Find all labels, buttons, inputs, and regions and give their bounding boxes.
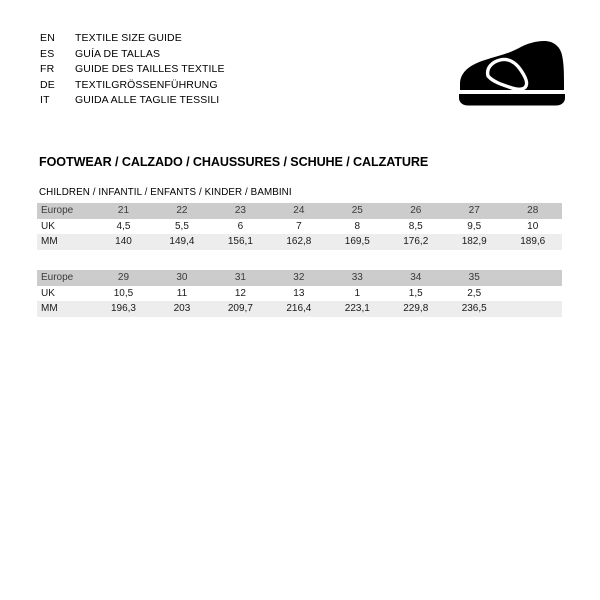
table-row: MM 196,3 203 209,7 216,4 223,1 229,8 236…	[37, 301, 562, 317]
table-cell: 189,6	[503, 234, 562, 250]
table-cell: 35	[444, 270, 504, 286]
table-cell: 27	[444, 203, 504, 219]
table-cell: 23	[211, 203, 270, 219]
size-table-children-small: Europe 21 22 23 24 25 26 27 28 UK 4,5 5,…	[37, 203, 562, 250]
table-cell: 156,1	[211, 234, 270, 250]
table-cell: 21	[94, 203, 153, 219]
language-row-de: DE TEXTILGRÖSSENFÜHRUNG	[40, 78, 370, 94]
size-table-children-large: Europe 29 30 31 32 33 34 35 UK 10,5 11 1…	[37, 270, 562, 317]
table-cell: 8,5	[386, 218, 445, 234]
language-text-de: TEXTILGRÖSSENFÜHRUNG	[75, 78, 218, 91]
table-row: UK 10,5 11 12 13 1 1,5 2,5	[37, 285, 562, 301]
table-cell: 6	[211, 218, 270, 234]
table-cell: 203	[152, 301, 212, 317]
row-label-mm: MM	[37, 234, 95, 250]
table-cell: 11	[152, 285, 212, 301]
table-cell: 140	[94, 234, 153, 250]
table-cell: 30	[152, 270, 212, 286]
table-row: MM 140 149,4 156,1 162,8 169,5 176,2 182…	[37, 234, 562, 250]
shoe-icon	[452, 38, 572, 110]
table-cell-empty	[503, 285, 562, 301]
table-cell: 1,5	[386, 285, 445, 301]
language-code-it: IT	[40, 94, 50, 106]
table-cell: 22	[152, 203, 212, 219]
table-cell: 32	[269, 270, 329, 286]
section-subtitle: CHILDREN / INFANTIL / ENFANTS / KINDER /…	[39, 187, 292, 198]
table-cell: 28	[503, 203, 562, 219]
row-label-mm: MM	[37, 301, 95, 317]
row-label-uk: UK	[37, 285, 95, 301]
table-row: Europe 21 22 23 24 25 26 27 28	[37, 203, 562, 219]
table-cell: 209,7	[211, 301, 270, 317]
language-code-es: ES	[40, 47, 55, 60]
language-code-fr: FR	[40, 63, 55, 75]
table-cell-empty	[503, 301, 562, 317]
table-cell: 13	[269, 285, 329, 301]
table-cell: 12	[211, 285, 270, 301]
table-cell: 10,5	[94, 285, 153, 301]
table-cell: 8	[328, 218, 387, 234]
language-legend: EN TEXTILE SIZE GUIDE ES GUÍA DE TALLAS …	[40, 31, 370, 109]
table-cell: 176,2	[386, 234, 445, 250]
table-cell: 9,5	[444, 218, 504, 234]
table-cell: 5,5	[152, 218, 212, 234]
table-cell: 2,5	[444, 285, 504, 301]
language-text-it: GUIDA ALLE TAGLIE TESSILI	[75, 94, 220, 106]
table-cell: 33	[328, 270, 387, 286]
table-row: Europe 29 30 31 32 33 34 35	[37, 270, 562, 286]
table-cell: 223,1	[328, 301, 387, 317]
row-label-europe: Europe	[37, 270, 95, 286]
page-title: FOOTWEAR / CALZADO / CHAUSSURES / SCHUHE…	[39, 155, 429, 169]
table-cell: 196,3	[94, 301, 153, 317]
language-row-es: ES GUÍA DE TALLAS	[40, 47, 370, 63]
row-label-europe: Europe	[37, 203, 95, 219]
table-cell-empty	[503, 270, 562, 286]
table-cell: 34	[386, 270, 445, 286]
table-cell: 25	[328, 203, 387, 219]
table-row: UK 4,5 5,5 6 7 8 8,5 9,5 10	[37, 218, 562, 234]
table-cell: 236,5	[444, 301, 504, 317]
table-cell: 29	[94, 270, 153, 286]
table-cell: 1	[328, 285, 387, 301]
language-row-it: IT GUIDA ALLE TAGLIE TESSILI	[40, 93, 370, 109]
language-text-fr: GUIDE DES TAILLES TEXTILE	[75, 63, 225, 75]
table-cell: 4,5	[94, 218, 153, 234]
table-cell: 26	[386, 203, 445, 219]
language-row-fr: FR GUIDE DES TAILLES TEXTILE	[40, 62, 370, 78]
table-cell: 24	[269, 203, 329, 219]
table-cell: 7	[269, 218, 329, 234]
language-code-en: EN	[40, 32, 55, 44]
table-cell: 216,4	[269, 301, 329, 317]
language-text-es: GUÍA DE TALLAS	[75, 47, 161, 60]
table-cell: 162,8	[269, 234, 329, 250]
language-row-en: EN TEXTILE SIZE GUIDE	[40, 31, 370, 47]
table-cell: 182,9	[444, 234, 504, 250]
table-cell: 31	[211, 270, 270, 286]
table-cell: 10	[503, 218, 562, 234]
language-code-de: DE	[40, 78, 55, 91]
language-text-en: TEXTILE SIZE GUIDE	[75, 32, 182, 44]
table-cell: 229,8	[386, 301, 445, 317]
table-cell: 149,4	[152, 234, 212, 250]
table-cell: 169,5	[328, 234, 387, 250]
row-label-uk: UK	[37, 218, 95, 234]
